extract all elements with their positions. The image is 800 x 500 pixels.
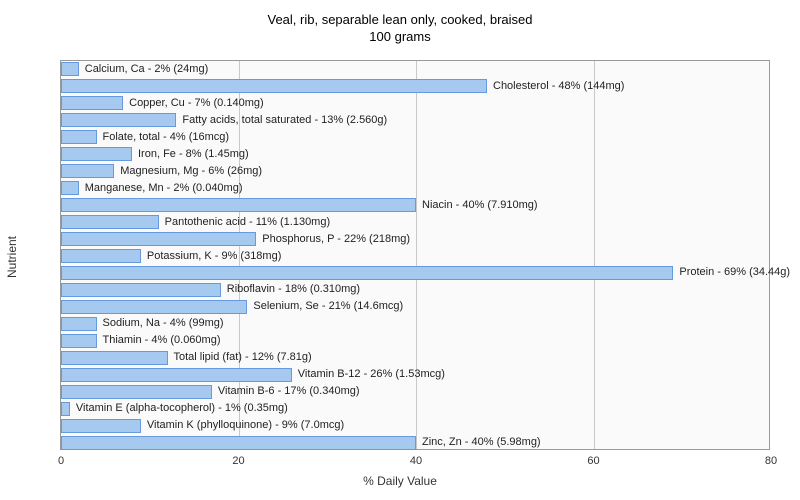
nutrient-label: Calcium, Ca - 2% (24mg): [85, 63, 208, 75]
nutrient-bar: [61, 402, 70, 416]
chart-container: Veal, rib, separable lean only, cooked, …: [0, 0, 800, 500]
nutrient-bar: [61, 419, 141, 433]
nutrient-label: Protein - 69% (34.44g): [679, 266, 790, 278]
nutrient-label: Riboflavin - 18% (0.310mg): [227, 283, 360, 295]
nutrient-label: Fatty acids, total saturated - 13% (2.56…: [182, 114, 387, 126]
nutrient-bar: [61, 436, 416, 450]
nutrient-label: Thiamin - 4% (0.060mg): [103, 334, 221, 346]
nutrient-bar: [61, 130, 97, 144]
nutrient-label: Potassium, K - 9% (318mg): [147, 250, 282, 262]
nutrient-label: Cholesterol - 48% (144mg): [493, 80, 624, 92]
nutrient-bar: [61, 79, 487, 93]
nutrient-bar: [61, 215, 159, 229]
nutrient-label: Total lipid (fat) - 12% (7.81g): [174, 351, 312, 363]
x-tick: 40: [410, 455, 422, 467]
nutrient-label: Vitamin K (phylloquinone) - 9% (7.0mcg): [147, 419, 344, 431]
nutrient-bar: [61, 300, 247, 314]
nutrient-label: Magnesium, Mg - 6% (26mg): [120, 165, 262, 177]
nutrient-bar: [61, 351, 168, 365]
nutrient-label: Vitamin B-12 - 26% (1.53mcg): [298, 368, 445, 380]
nutrient-bar: [61, 249, 141, 263]
nutrient-bar: [61, 283, 221, 297]
nutrient-label: Zinc, Zn - 40% (5.98mg): [422, 436, 541, 448]
nutrient-bar: [61, 385, 212, 399]
chart-title: Veal, rib, separable lean only, cooked, …: [0, 0, 800, 46]
title-line-1: Veal, rib, separable lean only, cooked, …: [0, 12, 800, 29]
gridline: [594, 61, 595, 449]
nutrient-bar: [61, 96, 123, 110]
nutrient-label: Vitamin E (alpha-tocopherol) - 1% (0.35m…: [76, 402, 288, 414]
plot-area: 020406080Calcium, Ca - 2% (24mg)Choleste…: [60, 60, 770, 450]
nutrient-bar: [61, 113, 176, 127]
nutrient-bar: [61, 317, 97, 331]
nutrient-label: Iron, Fe - 8% (1.45mg): [138, 148, 249, 160]
nutrient-bar: [61, 164, 114, 178]
x-axis-label: % Daily Value: [363, 474, 437, 488]
x-tick: 20: [232, 455, 244, 467]
nutrient-bar: [61, 232, 256, 246]
x-tick: 80: [765, 455, 777, 467]
nutrient-label: Manganese, Mn - 2% (0.040mg): [85, 182, 243, 194]
nutrient-bar: [61, 62, 79, 76]
nutrient-bar: [61, 334, 97, 348]
x-tick: 60: [587, 455, 599, 467]
title-line-2: 100 grams: [0, 29, 800, 46]
nutrient-label: Selenium, Se - 21% (14.6mcg): [253, 300, 403, 312]
y-axis-label: Nutrient: [5, 236, 19, 278]
nutrient-bar: [61, 368, 292, 382]
nutrient-bar: [61, 181, 79, 195]
nutrient-label: Sodium, Na - 4% (99mg): [103, 317, 224, 329]
nutrient-bar: [61, 266, 673, 280]
nutrient-bar: [61, 198, 416, 212]
x-tick: 0: [58, 455, 64, 467]
nutrient-label: Pantothenic acid - 11% (1.130mg): [165, 216, 331, 228]
nutrient-label: Copper, Cu - 7% (0.140mg): [129, 97, 264, 109]
nutrient-label: Phosphorus, P - 22% (218mg): [262, 233, 410, 245]
nutrient-bar: [61, 147, 132, 161]
gridline: [416, 61, 417, 449]
nutrient-label: Niacin - 40% (7.910mg): [422, 199, 538, 211]
nutrient-label: Vitamin B-6 - 17% (0.340mg): [218, 385, 360, 397]
nutrient-label: Folate, total - 4% (16mcg): [103, 131, 230, 143]
